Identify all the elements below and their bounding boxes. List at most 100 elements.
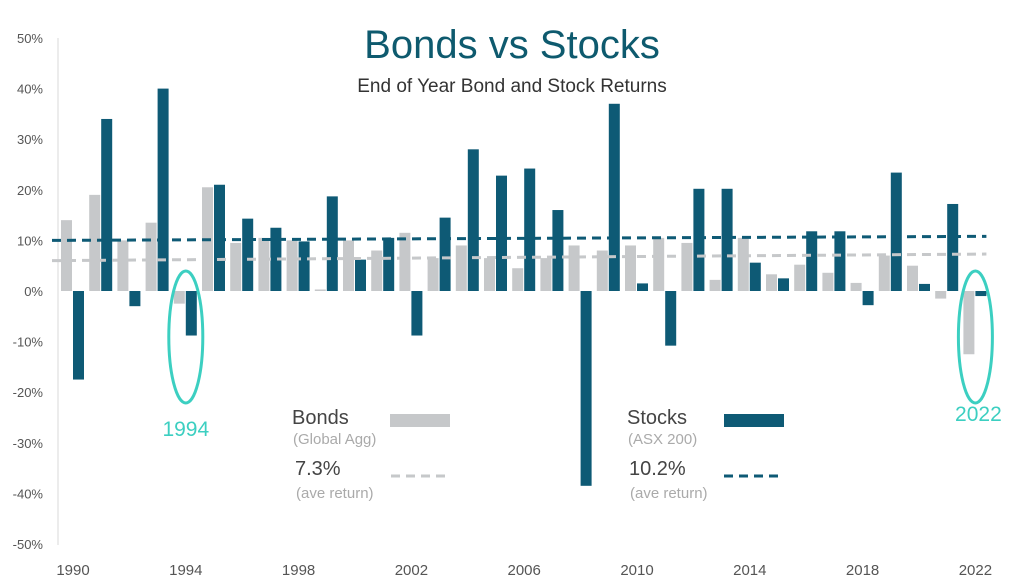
stock-bar: [73, 291, 84, 380]
callouts: 1994 2022: [162, 269, 1002, 441]
legend-bonds-label: Bonds: [292, 407, 349, 429]
bond-bar: [540, 258, 552, 291]
callout-ellipse-2022: [956, 269, 994, 405]
legend-stocks-sub: (ASX 200): [628, 431, 697, 448]
stock-bar: [721, 188, 733, 291]
legend: Bonds (Global Agg) 7.3% (ave return) Sto…: [292, 407, 784, 502]
chart-title: Bonds vs Stocks: [364, 23, 660, 67]
bond-bar: [681, 242, 693, 291]
bond-bar: [371, 250, 383, 291]
stock-bar: [806, 231, 818, 291]
stock-bar: [608, 103, 620, 291]
stock-bar: [496, 175, 507, 291]
y-tick-label: -10%: [13, 335, 44, 350]
x-tick-label: 2006: [508, 562, 541, 579]
x-tick-label: 1990: [56, 562, 89, 579]
bond-bar: [399, 232, 411, 291]
x-tick-label: 2010: [620, 562, 653, 579]
y-tick-label: 20%: [17, 183, 43, 198]
bond-bar: [653, 237, 665, 291]
bond-bar: [258, 237, 270, 291]
y-tick-label: 0%: [24, 284, 43, 299]
bond-bar: [766, 274, 777, 291]
bond-bar: [427, 258, 439, 291]
bond-bar: [822, 272, 834, 291]
stock-bar: [919, 283, 930, 291]
stock-bar: [693, 188, 705, 291]
bond-bar: [625, 245, 636, 291]
bond-bar: [314, 289, 326, 291]
legend-stocks-swatch: [724, 414, 784, 427]
bond-bar: [89, 194, 101, 291]
y-tick-label: 50%: [17, 31, 43, 46]
stock-bar: [214, 184, 225, 291]
stock-bar: [157, 88, 169, 291]
stock-bar: [834, 231, 846, 291]
stock-bar: [298, 241, 310, 291]
bond-bar: [709, 279, 721, 291]
x-tick-label: 2022: [959, 562, 992, 579]
bond-bar: [117, 240, 129, 291]
bond-bar: [878, 255, 890, 291]
x-tick-label: 1994: [169, 562, 202, 579]
legend-bonds-average-sub: (ave return): [296, 485, 374, 502]
stock-bar: [862, 291, 874, 306]
average-lines: [51, 234, 987, 263]
y-axis: 50% 40% 30% 20% 10% 0% -10% -20% -30% -40% -50%: [13, 31, 44, 552]
legend-stocks-average: 10.2%: [629, 458, 686, 480]
bond-bar: [850, 282, 862, 291]
bars: [61, 88, 987, 486]
stock-bar: [326, 196, 338, 291]
stock-bar: [637, 283, 648, 291]
chart-subtitle: End of Year Bond and Stock Returns: [357, 76, 667, 97]
stock-bar: [185, 291, 197, 336]
y-tick-label: 40%: [17, 82, 43, 97]
stock-bar: [778, 278, 789, 291]
stock-bar: [749, 262, 761, 291]
stock-bar: [439, 217, 451, 291]
bond-bar: [512, 268, 524, 291]
y-tick-label: 10%: [17, 233, 43, 248]
bond-bar: [907, 265, 918, 291]
bond-bar: [794, 264, 806, 291]
stock-bar: [242, 218, 254, 291]
callout-label-1994: 1994: [162, 418, 209, 441]
legend-stocks-label: Stocks: [627, 407, 687, 429]
bond-bar: [455, 245, 467, 291]
x-tick-label: 2014: [733, 562, 766, 579]
legend-bonds-swatch: [390, 414, 450, 427]
y-tick-label: -40%: [13, 486, 44, 501]
y-tick-label: 30%: [17, 132, 43, 147]
x-tick-label: 2002: [395, 562, 428, 579]
stock-bar: [890, 172, 902, 291]
stock-bar: [129, 291, 141, 307]
stock-bar: [411, 291, 423, 336]
callout-ellipse-1994: [167, 269, 205, 405]
y-tick-label: -20%: [13, 385, 44, 400]
stock-bar: [355, 259, 366, 291]
bond-bar: [596, 250, 608, 291]
bond-bar: [230, 242, 242, 291]
stock-bar: [975, 291, 987, 297]
bond-bar: [737, 237, 749, 291]
bond-bar: [286, 240, 298, 291]
stock-bar: [552, 210, 564, 291]
stock-bar: [270, 227, 282, 291]
bond-bar: [145, 222, 157, 291]
bond-bar: [935, 291, 947, 299]
stock-bar: [665, 291, 677, 346]
stock-bar: [580, 291, 592, 486]
x-tick-label: 2018: [846, 562, 879, 579]
bonds-average-line: [51, 252, 987, 263]
stock-bar: [524, 168, 536, 291]
stock-bar: [101, 118, 113, 292]
stock-bar: [383, 237, 395, 291]
bond-bar: [61, 220, 72, 291]
x-tick-label: 1998: [282, 562, 315, 579]
stocks-average-line: [51, 234, 987, 242]
y-tick-label: -30%: [13, 436, 44, 451]
x-axis: 1990 1994 1998 2002 2006 2010 2014 2018 2022: [56, 562, 992, 579]
callout-label-2022: 2022: [955, 403, 1002, 426]
legend-bonds-sub: (Global Agg): [293, 431, 376, 448]
